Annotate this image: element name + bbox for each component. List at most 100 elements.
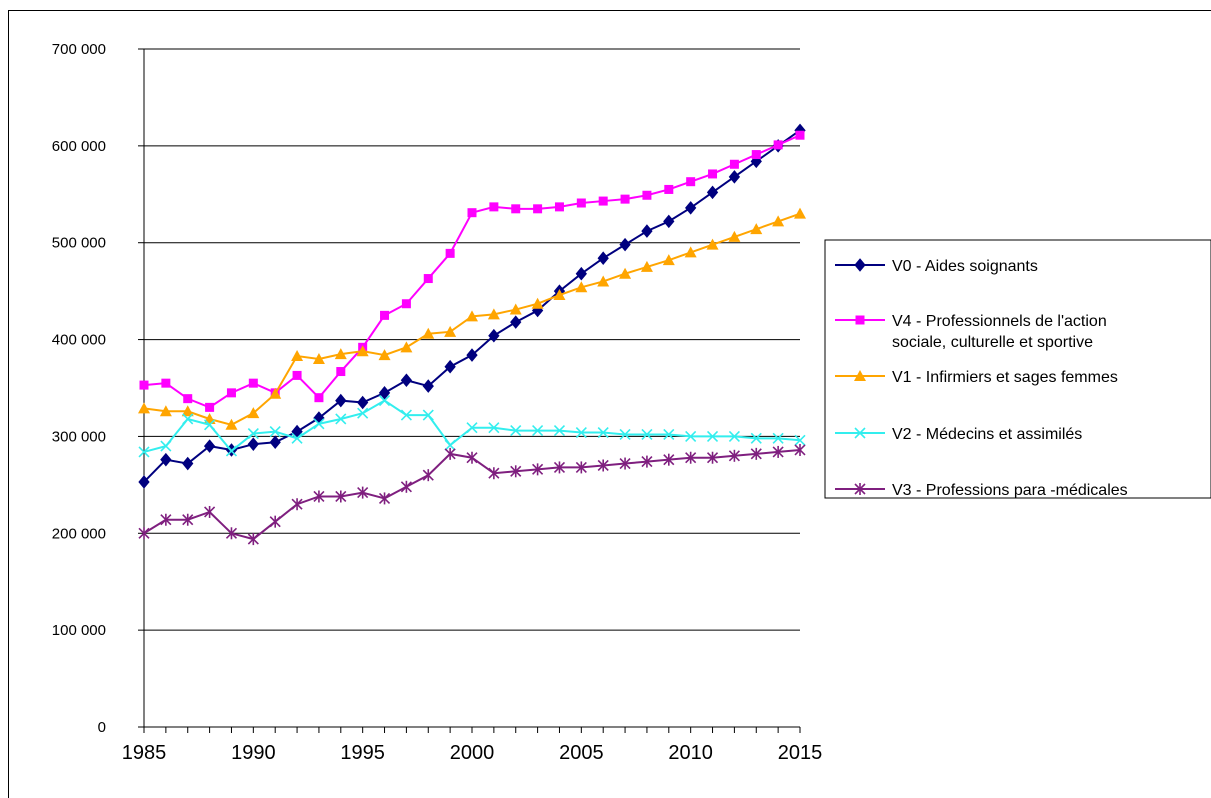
data-point <box>467 208 477 218</box>
data-point <box>378 395 391 407</box>
data-point <box>597 275 610 287</box>
data-point <box>794 443 806 456</box>
x-tick-label: 2015 <box>778 742 823 764</box>
y-tick-label: 700 000 <box>52 41 106 58</box>
legend: V0 - Aides soignants V4 - Professionnels … <box>824 239 1211 499</box>
data-point <box>685 430 697 442</box>
data-point <box>597 251 609 265</box>
data-point <box>576 198 586 208</box>
data-point <box>751 150 761 160</box>
data-point <box>729 159 739 169</box>
data-point <box>378 349 391 361</box>
data-point <box>619 457 631 470</box>
data-point <box>422 327 435 339</box>
data-point <box>488 422 500 434</box>
data-point <box>160 452 172 467</box>
data-point <box>205 402 215 412</box>
data-point <box>532 425 544 437</box>
data-point <box>553 289 566 301</box>
legend-label: V1 - Infirmiers et sages femmes <box>892 369 1118 386</box>
series-line <box>143 129 801 483</box>
data-point <box>686 177 696 187</box>
data-point <box>400 480 412 493</box>
legend-entry: V3 - Professions para -médicales <box>835 482 1128 499</box>
data-point <box>664 184 674 194</box>
legend-entry: V1 - Infirmiers et sages femmes <box>835 369 1118 386</box>
data-point <box>292 370 302 380</box>
legend-entry: V2 - Médecins et assimilés <box>835 426 1082 443</box>
series-4 <box>138 443 806 546</box>
data-point <box>248 378 258 388</box>
data-point <box>772 215 785 227</box>
data-point <box>400 341 413 353</box>
data-point <box>706 185 719 200</box>
data-point <box>423 274 433 284</box>
data-point <box>489 202 499 212</box>
data-point <box>466 348 478 362</box>
y-tick-labels: 0 100 000 200 000 300 000 400 000 500 000 600 … <box>52 41 106 736</box>
data-point <box>183 394 193 404</box>
data-point <box>159 405 172 417</box>
data-point <box>204 419 216 431</box>
y-tick-label: 400 000 <box>52 332 106 349</box>
series-0 <box>138 123 806 489</box>
x-tick-label: 2000 <box>450 742 495 764</box>
data-point <box>422 379 434 393</box>
data-point <box>444 439 456 451</box>
data-point <box>706 430 719 442</box>
data-point <box>422 469 434 482</box>
data-point <box>620 194 630 204</box>
data-point <box>511 204 521 214</box>
data-point <box>139 380 149 390</box>
data-point <box>466 451 478 464</box>
data-point <box>334 348 347 360</box>
data-point <box>335 393 347 408</box>
data-point <box>247 437 259 451</box>
grid-lines <box>144 48 800 631</box>
data-point <box>203 439 216 453</box>
data-point <box>444 325 457 337</box>
data-point <box>336 367 346 377</box>
data-point <box>706 451 719 464</box>
data-point <box>422 409 434 421</box>
x-tick-label: 1990 <box>231 742 276 764</box>
data-point <box>685 201 697 215</box>
data-point <box>160 440 172 452</box>
data-point <box>357 407 369 419</box>
data-point <box>247 407 260 419</box>
series-1 <box>139 130 805 412</box>
x-tick-label: 2010 <box>668 742 713 764</box>
data-point <box>313 418 325 430</box>
data-point <box>138 446 150 458</box>
series-layer <box>138 123 806 546</box>
data-point <box>400 409 412 421</box>
data-point <box>182 456 194 471</box>
data-point <box>182 513 194 526</box>
legend-marker <box>855 315 865 325</box>
data-point <box>510 425 522 437</box>
legend-marker <box>854 483 866 495</box>
data-point <box>445 248 455 258</box>
data-point <box>160 513 172 526</box>
data-point <box>204 505 216 518</box>
data-point <box>533 204 543 214</box>
data-point <box>138 475 150 489</box>
data-point <box>728 170 741 184</box>
data-point <box>269 515 281 528</box>
data-point <box>575 461 587 474</box>
x-tick-label: 1985 <box>122 742 167 764</box>
chart-frame <box>8 10 1211 798</box>
data-point <box>312 352 325 364</box>
data-point <box>640 260 653 272</box>
data-point <box>750 223 763 235</box>
data-point <box>225 527 238 540</box>
data-point <box>794 434 806 446</box>
data-point <box>226 388 236 398</box>
legend-marker <box>854 427 866 439</box>
data-point <box>181 405 194 417</box>
data-point <box>466 310 478 322</box>
data-point <box>247 533 259 546</box>
data-point <box>684 246 697 258</box>
data-point <box>314 393 324 403</box>
